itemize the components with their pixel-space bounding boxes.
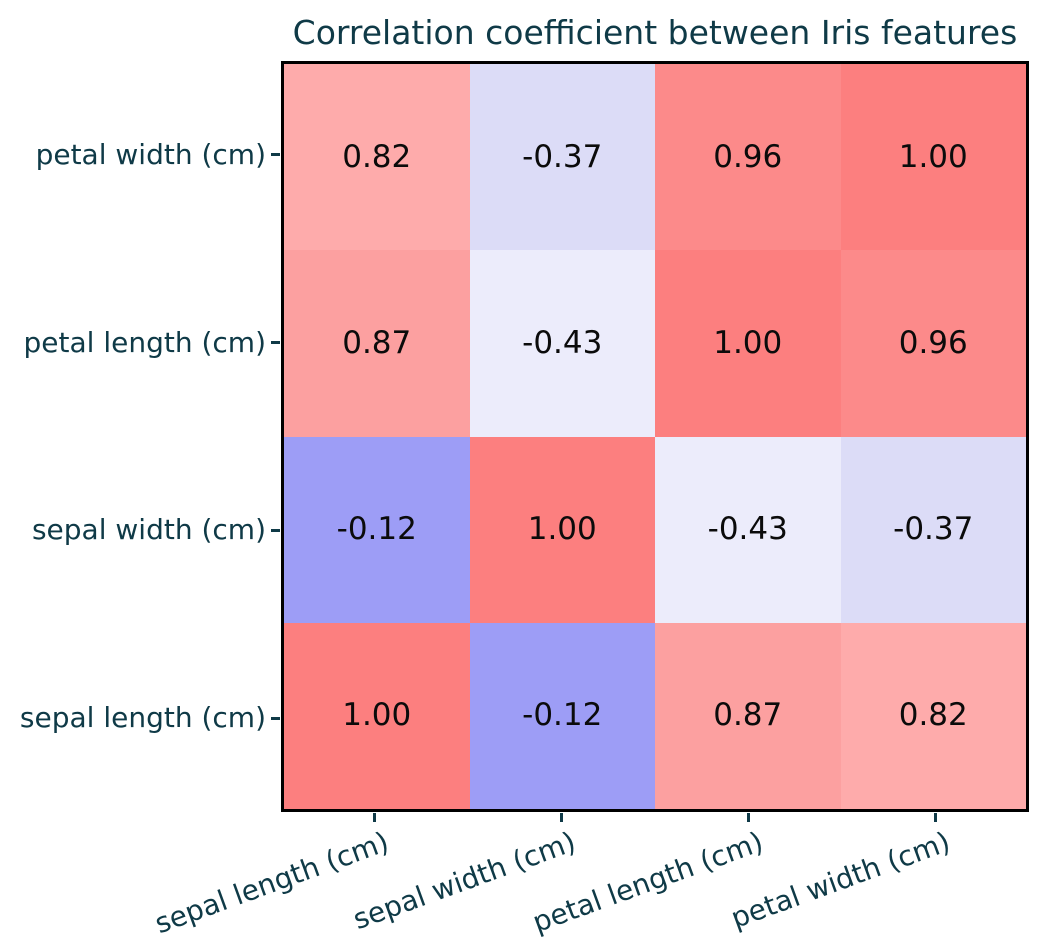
heatmap-cell: 0.96: [655, 64, 841, 251]
x-tick-mark: [747, 813, 750, 822]
heatmap-cell: 1.00: [284, 622, 470, 809]
heatmap-plot-area: 0.82 -0.37 0.96 1.00 0.87 -0.43 1.00 0.96 -0.12 1…: [281, 61, 1029, 812]
heatmap-cell: 1.00: [840, 64, 1026, 251]
cell-value-label: 1.00: [527, 511, 597, 548]
y-tick-mark: [271, 716, 280, 720]
cell-value-label: 1.00: [342, 697, 412, 734]
chart-title: Correlation coefficient between Iris fea…: [292, 13, 1018, 52]
heatmap-cell: 1.00: [469, 436, 655, 623]
cell-value-label: 0.82: [342, 138, 412, 175]
heatmap-cell: 0.82: [840, 622, 1026, 809]
heatmap-cell: -0.12: [284, 436, 470, 623]
cell-value-label: -0.37: [893, 511, 974, 548]
heatmap-cell: -0.43: [469, 250, 655, 437]
heatmap-cell: 0.96: [840, 250, 1026, 437]
cell-value-label: 1.00: [713, 324, 783, 361]
cell-value-label: 0.87: [713, 697, 783, 734]
y-tick-mark: [271, 528, 280, 532]
y-tick-mark: [271, 153, 280, 157]
heatmap-cell: 0.87: [655, 622, 841, 809]
cell-value-label: 0.96: [898, 324, 968, 361]
heatmap-cell: -0.37: [840, 436, 1026, 623]
heatmap-cell: 0.82: [284, 64, 470, 251]
x-tick-mark: [373, 813, 376, 822]
x-tick-mark: [560, 813, 563, 822]
heatmap-cell: 1.00: [655, 250, 841, 437]
y-tick-mark: [271, 341, 280, 345]
cell-value-label: -0.43: [522, 324, 603, 361]
cell-value-label: 1.00: [898, 138, 968, 175]
cell-value-label: 0.87: [342, 324, 412, 361]
cell-value-label: -0.12: [336, 511, 417, 548]
heatmap-cell: -0.43: [655, 436, 841, 623]
heatmap-cell: -0.12: [469, 622, 655, 809]
heatmap-cell: -0.37: [469, 64, 655, 251]
cell-value-label: 0.82: [898, 697, 968, 734]
y-tick-label: petal length (cm): [23, 325, 266, 359]
cell-value-label: -0.37: [522, 138, 603, 175]
y-tick-label: sepal width (cm): [31, 513, 266, 547]
cell-value-label: -0.43: [707, 511, 788, 548]
y-tick-label: sepal length (cm): [19, 701, 266, 735]
y-tick-label: petal width (cm): [35, 137, 266, 171]
cell-value-label: 0.96: [713, 138, 783, 175]
x-tick-mark: [934, 813, 937, 822]
heatmap-cell: 0.87: [284, 250, 470, 437]
cell-value-label: -0.12: [522, 697, 603, 734]
